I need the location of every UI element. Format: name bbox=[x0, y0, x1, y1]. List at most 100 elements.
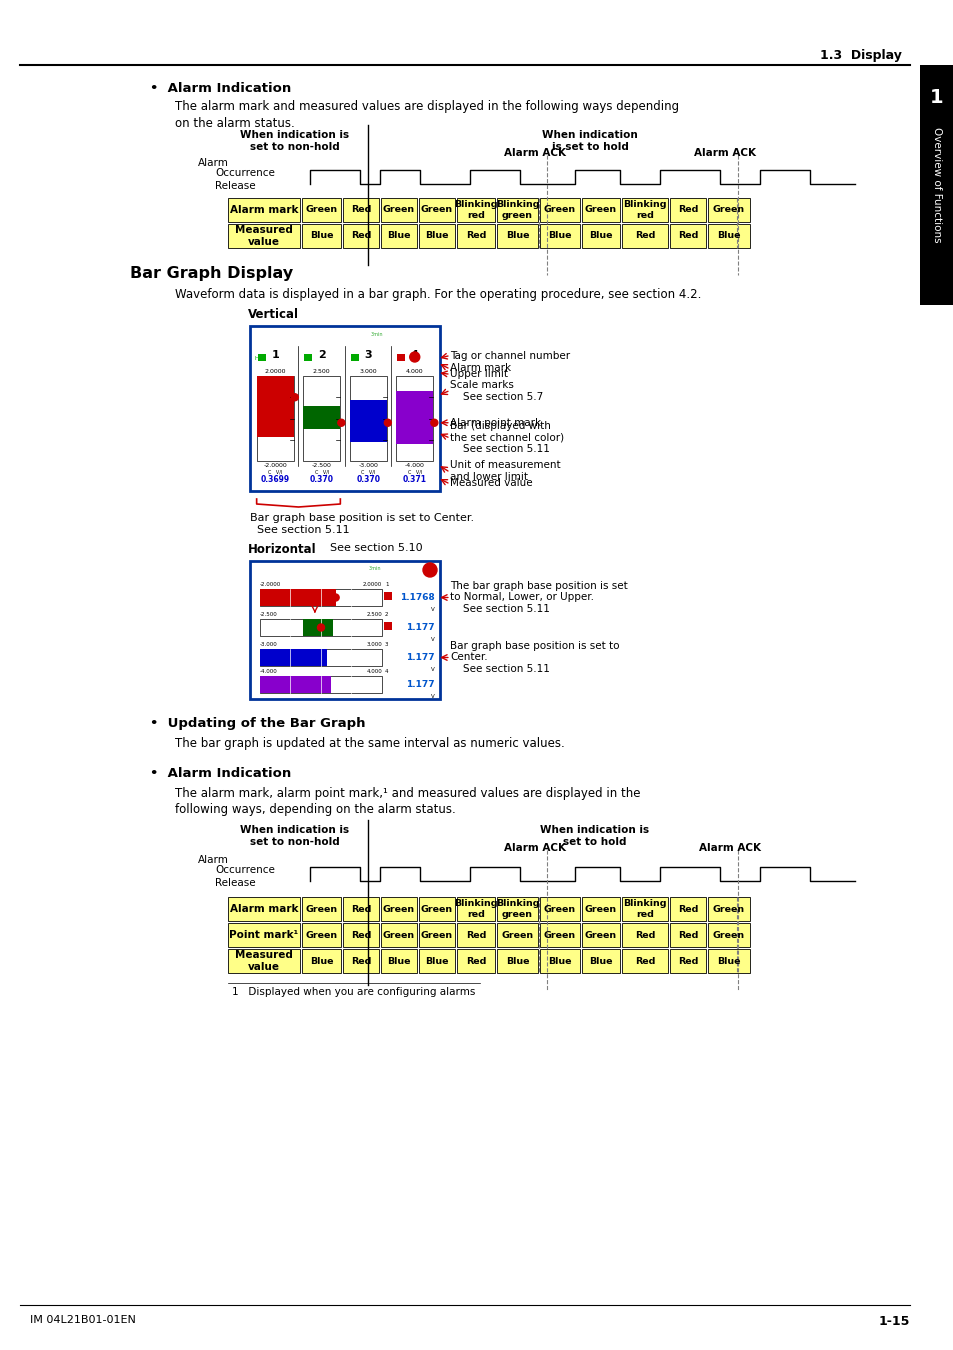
Text: When indication
is set to hold: When indication is set to hold bbox=[541, 130, 638, 151]
Bar bbox=[357, 563, 372, 575]
Bar bbox=[380, 949, 416, 973]
Text: 2: 2 bbox=[317, 350, 325, 360]
Text: Alarm point mark: Alarm point mark bbox=[450, 417, 540, 428]
Text: Green: Green bbox=[382, 930, 415, 940]
Text: Blinking
green: Blinking green bbox=[496, 899, 538, 919]
Text: 0.370: 0.370 bbox=[355, 474, 380, 483]
Bar bbox=[384, 622, 392, 630]
Text: Green: Green bbox=[543, 930, 576, 940]
Text: 2005/10/10  10:10:10: 2005/10/10 10:10:10 bbox=[253, 338, 307, 342]
Bar bbox=[539, 896, 579, 921]
Text: Blinking
green: Blinking green bbox=[496, 200, 538, 220]
Text: 1: 1 bbox=[271, 350, 279, 360]
Text: 4: 4 bbox=[385, 670, 388, 674]
Bar bbox=[260, 620, 381, 636]
Bar bbox=[456, 949, 495, 973]
Bar bbox=[621, 896, 667, 921]
Text: Green: Green bbox=[584, 205, 617, 215]
Text: •  Updating of the Bar Graph: • Updating of the Bar Graph bbox=[150, 717, 365, 730]
Bar bbox=[621, 198, 667, 221]
Bar bbox=[418, 224, 455, 248]
Text: Green: Green bbox=[382, 205, 415, 215]
Text: See section 5.10: See section 5.10 bbox=[330, 543, 422, 554]
Text: When indication is
set to non-hold: When indication is set to non-hold bbox=[240, 130, 349, 151]
Text: Release: Release bbox=[214, 181, 255, 190]
Text: 3.000: 3.000 bbox=[366, 643, 381, 647]
Bar bbox=[380, 224, 416, 248]
Bar bbox=[228, 896, 299, 921]
Text: 3: 3 bbox=[364, 350, 372, 360]
Text: C   V/I: C V/I bbox=[268, 468, 282, 474]
Text: Red: Red bbox=[634, 957, 655, 965]
Bar bbox=[250, 562, 439, 579]
Bar bbox=[669, 896, 705, 921]
Text: V: V bbox=[431, 667, 435, 672]
Text: Waveform data is displayed in a bar graph. For the operating procedure, see sect: Waveform data is displayed in a bar grap… bbox=[174, 288, 700, 301]
Bar bbox=[621, 224, 667, 248]
Bar bbox=[302, 949, 340, 973]
Text: C   V/I: C V/I bbox=[407, 468, 421, 474]
Bar bbox=[919, 65, 953, 305]
Text: Green: Green bbox=[584, 930, 617, 940]
Text: Alarm mark: Alarm mark bbox=[230, 205, 298, 215]
Text: Green: Green bbox=[305, 904, 337, 914]
Text: Alarm: Alarm bbox=[198, 855, 229, 865]
Text: Blue: Blue bbox=[548, 231, 571, 240]
Text: 3min: 3min bbox=[369, 567, 381, 571]
Text: -3.000: -3.000 bbox=[358, 463, 377, 468]
Bar bbox=[260, 676, 381, 693]
Bar bbox=[418, 198, 455, 221]
Text: Blue: Blue bbox=[548, 957, 571, 965]
Text: Green: Green bbox=[712, 930, 744, 940]
Text: Blue: Blue bbox=[717, 957, 740, 965]
Text: Upper limit: Upper limit bbox=[450, 369, 507, 379]
Text: Blinking
red: Blinking red bbox=[622, 899, 666, 919]
Bar bbox=[384, 652, 392, 660]
Text: Red: Red bbox=[351, 205, 371, 215]
Text: Blinking
red: Blinking red bbox=[454, 899, 497, 919]
Text: Green: Green bbox=[584, 904, 617, 914]
Circle shape bbox=[431, 420, 437, 427]
Bar bbox=[256, 377, 294, 460]
Bar bbox=[395, 392, 433, 444]
Bar bbox=[339, 563, 354, 575]
Text: Alarm ACK: Alarm ACK bbox=[503, 842, 565, 853]
Bar bbox=[456, 224, 495, 248]
Text: Horizontal: Horizontal bbox=[248, 543, 316, 556]
Bar bbox=[343, 198, 378, 221]
Bar bbox=[303, 406, 340, 429]
Bar bbox=[539, 224, 579, 248]
Text: 2: 2 bbox=[385, 612, 388, 617]
Text: The bar graph is updated at the same interval as numeric values.: The bar graph is updated at the same int… bbox=[174, 737, 564, 751]
Text: The alarm mark and measured values are displayed in the following ways depending: The alarm mark and measured values are d… bbox=[174, 100, 679, 113]
Circle shape bbox=[422, 563, 436, 576]
Text: 2.500: 2.500 bbox=[366, 612, 381, 617]
Text: C   V/I: C V/I bbox=[314, 468, 329, 474]
Text: When indication is
set to non-hold: When indication is set to non-hold bbox=[240, 825, 349, 846]
Bar bbox=[395, 377, 433, 460]
Bar bbox=[384, 593, 392, 599]
Text: 4.000: 4.000 bbox=[406, 369, 423, 374]
Bar bbox=[456, 198, 495, 221]
Bar bbox=[250, 325, 439, 491]
Bar bbox=[380, 923, 416, 946]
Text: Alarm ACK: Alarm ACK bbox=[693, 148, 755, 158]
Text: 2.500: 2.500 bbox=[313, 369, 331, 374]
Bar bbox=[581, 949, 619, 973]
Bar bbox=[581, 923, 619, 946]
Text: Scale marks
    See section 5.7: Scale marks See section 5.7 bbox=[450, 381, 542, 402]
Text: 3.000: 3.000 bbox=[359, 369, 376, 374]
Text: 1.3  Display: 1.3 Display bbox=[820, 49, 901, 62]
Bar bbox=[359, 328, 375, 342]
Text: The bar graph base position is set
to Normal, Lower, or Upper.
    See section 5: The bar graph base position is set to No… bbox=[450, 580, 627, 614]
Text: Bar graph base position is set to
Center.
    See section 5.11: Bar graph base position is set to Center… bbox=[450, 641, 618, 674]
Text: Measured
value: Measured value bbox=[234, 225, 293, 247]
Text: Red: Red bbox=[634, 231, 655, 240]
Text: Red: Red bbox=[465, 957, 486, 965]
Bar bbox=[707, 224, 749, 248]
Bar bbox=[497, 949, 537, 973]
Bar bbox=[302, 896, 340, 921]
Text: GROUP 1: GROUP 1 bbox=[253, 566, 285, 570]
Bar bbox=[260, 589, 381, 606]
Text: Red: Red bbox=[677, 205, 698, 215]
